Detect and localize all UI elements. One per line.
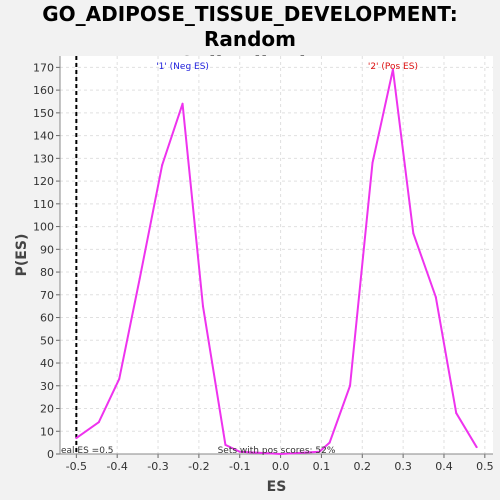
y-tick-label: 140 <box>33 130 54 143</box>
pos-scores-label: Sets with pos scores: 52% <box>218 446 336 456</box>
data-point <box>161 164 164 167</box>
y-tick-label: 30 <box>40 380 54 393</box>
data-point <box>75 437 78 440</box>
y-tick-label: 160 <box>33 84 54 97</box>
data-marks <box>75 56 478 455</box>
data-point <box>318 450 321 453</box>
x-tick-label: 0.1 <box>313 460 331 473</box>
y-tick-label: 60 <box>40 312 54 325</box>
data-point <box>391 68 394 71</box>
x-tick-label: 0.4 <box>435 460 453 473</box>
data-point <box>97 421 100 424</box>
neg-es-label: '1' (Neg ES) <box>156 62 209 72</box>
x-tick-label: -0.1 <box>229 460 250 473</box>
y-tick-label: 110 <box>33 198 54 211</box>
y-tick-label: 90 <box>40 243 54 256</box>
data-point <box>455 412 458 415</box>
y-tick-label: 130 <box>33 152 54 165</box>
x-tick-label: -0.4 <box>106 460 127 473</box>
y-tick-label: 70 <box>40 289 54 302</box>
data-point <box>224 443 227 446</box>
data-point <box>371 161 374 164</box>
data-point <box>138 277 141 280</box>
y-tick-label: 120 <box>33 175 54 188</box>
tick-labels: -0.5 -0.4 -0.3 -0.2 -0.1 0.0 0.1 0.2 0.3 0.4 0.5 0 1… <box>33 61 494 473</box>
data-point <box>412 232 415 235</box>
x-tick-label: 0.2 <box>354 460 372 473</box>
x-tick-label: 0.5 <box>476 460 494 473</box>
data-point <box>475 446 478 449</box>
data-point <box>238 450 241 453</box>
y-tick-label: 40 <box>40 357 54 370</box>
data-point <box>328 441 331 444</box>
data-point <box>434 296 437 299</box>
grid-lines <box>60 56 493 455</box>
y-tick-label: 170 <box>33 61 54 74</box>
real-es-label: eal ES =0.5 <box>61 446 114 456</box>
y-tick-label: 10 <box>40 425 54 438</box>
data-point <box>201 305 204 308</box>
x-tick-label: 0.3 <box>394 460 412 473</box>
x-tick-label: 0.0 <box>272 460 290 473</box>
y-tick-label: 80 <box>40 266 54 279</box>
plot-area <box>60 56 493 454</box>
x-tick-label: -0.2 <box>188 460 209 473</box>
y-tick-label: 150 <box>33 107 54 120</box>
data-point <box>118 377 121 380</box>
chart-title-line1: GO_ADIPOSE_TISSUE_DEVELOPMENT: Random <box>42 2 458 51</box>
x-axis-label: ES <box>267 479 287 495</box>
y-tick-label: 0 <box>47 448 54 461</box>
y-tick-label: 100 <box>33 221 54 234</box>
data-point <box>181 102 184 105</box>
data-point <box>279 453 282 455</box>
data-point <box>349 384 352 387</box>
y-tick-label: 50 <box>40 334 54 347</box>
x-tick-label: -0.5 <box>66 460 87 473</box>
pos-es-label: '2' (Pos ES) <box>368 62 418 72</box>
y-tick-label: 20 <box>40 403 54 416</box>
x-tick-label: -0.3 <box>147 460 168 473</box>
y-axis-label: P(ES) <box>14 234 30 277</box>
